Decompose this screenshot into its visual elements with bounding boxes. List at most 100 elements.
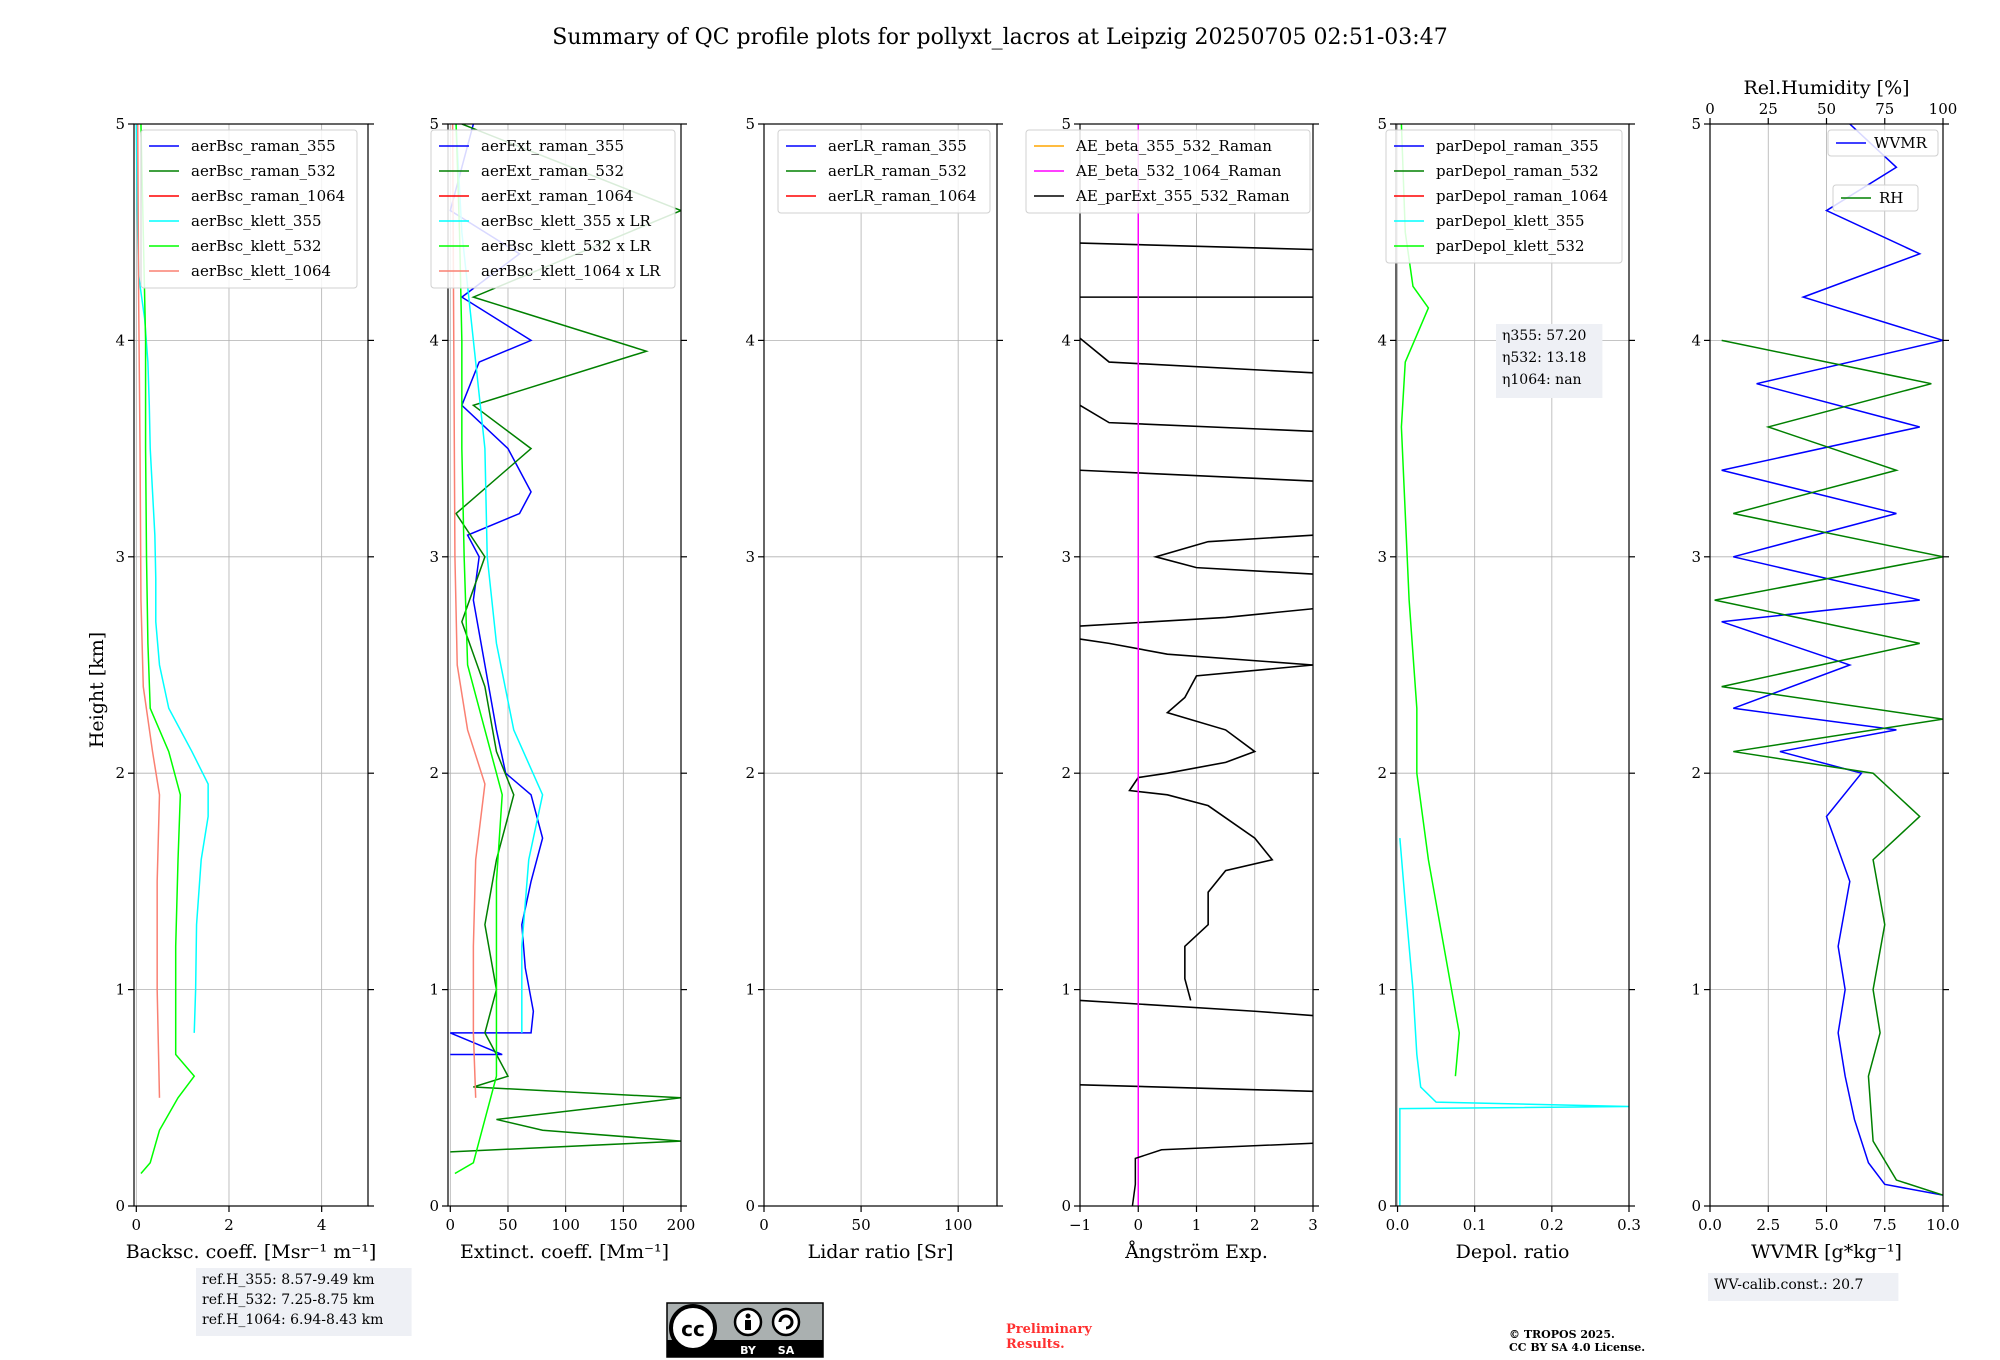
y-tick-label: 2 — [745, 764, 755, 782]
x-tick-label: 0.2 — [1540, 1216, 1564, 1234]
y-tick-label: 0 — [1691, 1197, 1701, 1215]
info-textbox: WV-calib.const.: 20.7 — [1708, 1273, 1899, 1301]
axes-frame — [133, 123, 369, 1207]
x-tick-label: 1 — [1192, 1216, 1202, 1234]
y-tick-label: 3 — [1061, 548, 1071, 566]
x-axis-label: Depol. ratio — [1456, 1241, 1570, 1263]
copyright-line-1: © TROPOS 2025. — [1509, 1328, 1615, 1341]
cc-sa-label: SA — [778, 1344, 795, 1357]
y-tick-label: 1 — [429, 981, 439, 999]
panel-p6: 0 1 2 3 4 5 0.0 2.5 5.0 7.5 10.0 WVMR [g*kg⁻¹] 0 25 50… — [1691, 77, 1960, 1301]
legend-label: AE_parExt_355_532_Raman — [1075, 187, 1290, 205]
x-axis-label: Extinct. coeff. [Mm⁻¹] — [460, 1241, 669, 1263]
y-tick-label: 5 — [429, 115, 439, 133]
figure-title: Summary of QC profile plots for pollyxt_… — [552, 25, 1447, 50]
x-tick-label: 100 — [944, 1216, 973, 1234]
x-tick-label: −1 — [1069, 1216, 1091, 1234]
legend-label: WVMR — [1874, 134, 1928, 152]
top-x-tick-label: 75 — [1875, 100, 1894, 118]
y-tick-label: 5 — [115, 115, 125, 133]
series-line-segment — [1080, 337, 1313, 374]
y-axis-label: Height [km] — [86, 632, 108, 748]
x-tick-label: 2 — [224, 1216, 234, 1234]
legend-label: AE_beta_532_1064_Raman — [1075, 162, 1282, 180]
y-tick-label: 5 — [745, 115, 755, 133]
cc-by-label: BY — [740, 1344, 757, 1357]
legend-label: aerBsc_klett_1064 — [191, 262, 331, 280]
x-axis-label: WVMR [g*kg⁻¹] — [1751, 1241, 1902, 1263]
series-line-aerBsc_klett_355 x LR — [455, 124, 544, 1033]
x-tick-label: 0 — [759, 1216, 769, 1234]
sa-icon — [771, 1307, 801, 1337]
top-x-tick-label: 50 — [1817, 100, 1836, 118]
top-x-tick-label: 25 — [1759, 100, 1778, 118]
x-axis-label: Ångström Exp. — [1124, 1240, 1268, 1263]
y-tick-label: 0 — [1061, 1197, 1071, 1215]
legend-label: aerBsc_klett_355 x LR — [481, 212, 652, 230]
series-line-segment — [1152, 534, 1313, 575]
legend-label: aerBsc_klett_1064 x LR — [481, 262, 661, 280]
cc-icon — [669, 1304, 717, 1352]
legend-label: aerLR_raman_1064 — [828, 187, 976, 205]
legend-label: aerBsc_klett_532 — [191, 237, 322, 255]
y-tick-label: 4 — [429, 331, 439, 349]
x-tick-label: 50 — [852, 1216, 871, 1234]
series-line-segment — [1080, 404, 1313, 433]
copyright-line-2: CC BY SA 4.0 License. — [1509, 1341, 1645, 1354]
textbox-line: ref.H_532: 7.25-8.75 km — [202, 1292, 375, 1308]
info-textbox: η355: 57.20 η532: 13.18 η1064: nan — [1496, 324, 1603, 398]
cc-license-logo: cc BY SA — [666, 1302, 824, 1358]
x-tick-label: 0 — [446, 1216, 456, 1234]
legend: WVMR — [1827, 129, 1939, 157]
legend-label: aerLR_raman_355 — [828, 137, 967, 155]
legend-label: AE_beta_355_532_Raman — [1075, 137, 1272, 155]
x-tick-label: 150 — [609, 1216, 638, 1234]
legend-label: aerExt_raman_355 — [481, 137, 624, 155]
legend-label: parDepol_klett_532 — [1436, 237, 1585, 255]
top-x-tick-label: 100 — [1929, 100, 1958, 118]
info-textbox: ref.H_355: 8.57-9.49 km ref.H_532: 7.25-8… — [196, 1268, 412, 1336]
legend: parDepol_raman_355 parDepol_raman_532 parD… — [1385, 129, 1623, 264]
textbox-line: η532: 13.18 — [1502, 350, 1586, 366]
series-line-aerBsc_klett_532 x LR — [454, 124, 503, 1175]
y-tick-label: 5 — [1377, 115, 1387, 133]
y-tick-label: 1 — [1377, 981, 1387, 999]
y-tick-label: 3 — [1691, 548, 1701, 566]
legend-label: aerBsc_raman_532 — [191, 162, 336, 180]
legend-label: aerExt_raman_532 — [481, 162, 624, 180]
y-tick-label: 3 — [115, 548, 125, 566]
x-tick-label: 3 — [1308, 1216, 1318, 1234]
top-x-tick-label: 0 — [1705, 100, 1715, 118]
legend-label: aerLR_raman_532 — [828, 162, 967, 180]
series-line-aerBsc_klett_1064 x LR — [451, 124, 486, 1098]
y-tick-label: 4 — [1691, 331, 1701, 349]
panel-p1: 0 1 2 3 4 5 0 2 4 Backsc. coeff. [Msr⁻¹ m⁻¹] aerBs… — [115, 115, 412, 1336]
series-line-aerExt_raman_355 — [449, 124, 544, 1056]
x-tick-label: 50 — [498, 1216, 517, 1234]
series-line-aerBsc_klett_532 — [140, 124, 196, 1175]
y-tick-label: 4 — [1377, 331, 1387, 349]
series-line-aerBsc_klett_1064 — [136, 124, 161, 1098]
x-tick-label: 10.0 — [1926, 1216, 1959, 1234]
axes-frame — [763, 123, 998, 1207]
series-line-aerExt_raman_532 — [450, 124, 681, 1153]
top-x-axis-label: Rel.Humidity [%] — [1743, 77, 1909, 99]
x-axis-label: Lidar ratio [Sr] — [808, 1241, 954, 1263]
y-tick-label: 3 — [429, 548, 439, 566]
legend-label: aerBsc_klett_532 x LR — [481, 237, 652, 255]
legend-label: parDepol_raman_532 — [1436, 162, 1599, 180]
x-tick-label: 0.3 — [1617, 1216, 1641, 1234]
series-line-segment — [1128, 664, 1313, 1001]
legend: aerBsc_raman_355 aerBsc_raman_532 aerBsc_r… — [140, 129, 358, 289]
y-tick-label: 0 — [745, 1197, 755, 1215]
legend: RH — [1832, 184, 1919, 212]
x-tick-label: 0.0 — [1698, 1216, 1722, 1234]
y-tick-label: 3 — [1377, 548, 1387, 566]
textbox-line: η1064: nan — [1502, 372, 1582, 388]
legend-label: aerBsc_raman_355 — [191, 137, 336, 155]
legend-label: aerExt_raman_1064 — [481, 187, 634, 205]
x-tick-label: 100 — [551, 1216, 580, 1234]
y-tick-label: 1 — [1061, 981, 1071, 999]
